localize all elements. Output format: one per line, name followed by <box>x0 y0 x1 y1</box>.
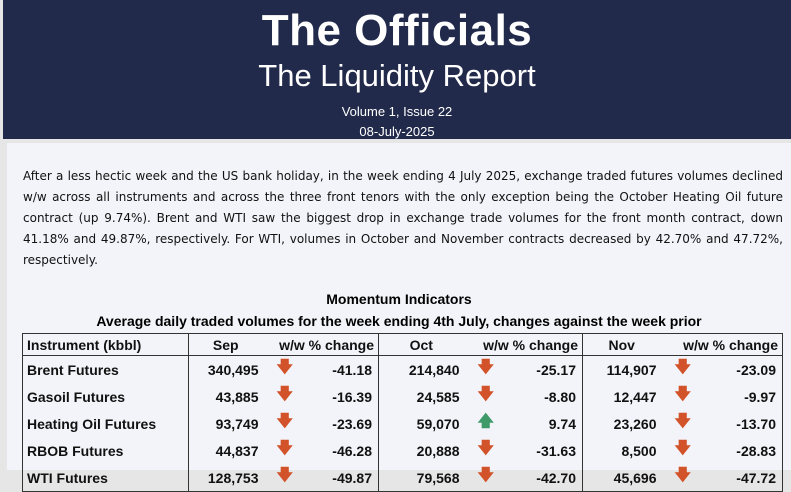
volume-cell: 214,840 <box>408 361 460 378</box>
instrument-name: RBOB Futures <box>22 437 189 464</box>
change-value: -28.83 <box>736 442 776 459</box>
arrow-down-icon: 🡇 <box>276 440 293 457</box>
table-title: Momentum Indicators <box>326 291 472 307</box>
column-header: Instrument (kbbl) <box>22 333 189 356</box>
table-row: Heating Oil Futures 93,749 🡇 -23.69 59,070 🡅 9… <box>22 410 783 437</box>
table-row: RBOB Futures 44,837 🡇 -46.28 20,888 🡇 -31.63 8,… <box>22 437 783 464</box>
change-cell: 🡇 -41.18 <box>262 355 379 383</box>
volume-cell: 12,447 <box>613 388 657 405</box>
change-value: -23.69 <box>332 415 372 432</box>
volume-cell: 24,585 <box>416 388 460 405</box>
change-cell: 🡇 -49.87 <box>262 464 379 492</box>
change-cell: 🡇 -13.70 <box>661 410 783 437</box>
logo: The Officials <box>261 6 533 55</box>
issue-number: Volume 1, Issue 22 <box>341 104 453 119</box>
volume-cell: 128,753 <box>207 469 259 486</box>
change-value: -41.18 <box>332 361 372 378</box>
change-cell: 🡇 -23.69 <box>262 410 379 437</box>
change-cell: 🡇 -47.72 <box>661 464 783 492</box>
arrow-down-icon: 🡇 <box>477 467 494 484</box>
report-header: The Officials The Liquidity Report Volum… <box>3 0 791 139</box>
report-title: The Liquidity Report <box>258 58 536 93</box>
momentum-table: Instrument (kbbl) Sep w/w % change Oct w/w %… <box>22 333 783 492</box>
table-row: Gasoil Futures 43,885 🡇 -16.39 24,585 🡇 -8.80 1… <box>22 383 783 410</box>
change-value: -42.70 <box>536 469 576 486</box>
column-header: w/w % change <box>660 333 783 356</box>
arrow-down-icon: 🡇 <box>276 467 293 484</box>
arrow-down-icon: 🡇 <box>674 467 691 484</box>
arrow-down-icon: 🡇 <box>276 386 293 403</box>
change-cell: 🡇 -46.28 <box>262 437 379 464</box>
arrow-down-icon: 🡇 <box>276 359 293 376</box>
change-value: -25.17 <box>536 361 576 378</box>
column-header: w/w % change <box>262 333 379 356</box>
volume-cell: 59,070 <box>416 415 460 432</box>
change-cell: 🡇 -28.83 <box>661 437 783 464</box>
table-subtitle: Average daily traded volumes for the wee… <box>96 313 702 329</box>
volume-cell: 8,500 <box>621 442 657 459</box>
change-value: -8.80 <box>544 388 576 405</box>
change-cell: 🡇 -25.17 <box>463 355 583 383</box>
volume-cell: 114,907 <box>606 361 657 378</box>
change-value: -49.87 <box>332 469 372 486</box>
column-header: Sep <box>188 333 263 356</box>
arrow-down-icon: 🡇 <box>477 386 494 403</box>
volume-cell: 23,260 <box>613 415 657 432</box>
change-cell: 🡅 9.74 <box>463 410 583 437</box>
change-cell: 🡇 -8.80 <box>463 383 583 410</box>
change-cell: 🡇 -23.09 <box>661 356 783 384</box>
change-value: -31.63 <box>536 442 576 459</box>
arrow-up-icon: 🡅 <box>477 413 494 430</box>
arrow-down-icon: 🡇 <box>674 413 691 430</box>
instrument-name: Gasoil Futures <box>22 383 189 410</box>
change-value: -46.28 <box>332 442 372 459</box>
column-header: w/w % change <box>463 333 583 356</box>
change-value: -16.39 <box>332 388 372 405</box>
change-cell: 🡇 -9.97 <box>661 383 783 410</box>
instrument-name: WTI Futures <box>22 464 189 492</box>
change-value: -47.72 <box>736 469 776 486</box>
volume-cell: 340,495 <box>207 361 259 378</box>
volume-cell: 93,749 <box>215 415 259 432</box>
volume-cell: 43,885 <box>215 388 259 405</box>
instrument-name: Heating Oil Futures <box>22 410 189 437</box>
arrow-down-icon: 🡇 <box>276 413 293 430</box>
instrument-name: Brent Futures <box>22 355 189 383</box>
change-cell: 🡇 -16.39 <box>262 383 379 410</box>
arrow-down-icon: 🡇 <box>674 386 691 403</box>
report-body: After a less hectic week and the US bank… <box>7 143 791 492</box>
table-row: WTI Futures 128,753 🡇 -49.87 79,568 🡇 -42.70 45… <box>22 464 783 492</box>
change-cell: 🡇 -42.70 <box>463 464 583 492</box>
change-value: -23.09 <box>736 361 776 378</box>
column-header: Oct <box>378 333 464 356</box>
change-value: 9.74 <box>548 415 576 432</box>
volume-cell: 44,837 <box>215 442 259 459</box>
column-header: Nov <box>582 333 661 356</box>
volume-cell: 20,888 <box>416 442 460 459</box>
volume-cell: 79,568 <box>416 469 460 486</box>
arrow-down-icon: 🡇 <box>674 359 691 376</box>
arrow-down-icon: 🡇 <box>477 359 494 376</box>
change-value: -9.97 <box>744 388 776 405</box>
change-cell: 🡇 -31.63 <box>463 437 583 464</box>
volume-cell: 45,696 <box>613 469 657 486</box>
arrow-down-icon: 🡇 <box>477 440 494 457</box>
arrow-down-icon: 🡇 <box>674 440 691 457</box>
summary-paragraph: After a less hectic week and the US bank… <box>23 169 783 267</box>
table-row: Brent Futures 340,495 🡇 -41.18 214,840 🡇 -25.1… <box>22 355 783 384</box>
change-value: -13.70 <box>736 415 776 432</box>
report-date: 08-July-2025 <box>359 124 435 139</box>
